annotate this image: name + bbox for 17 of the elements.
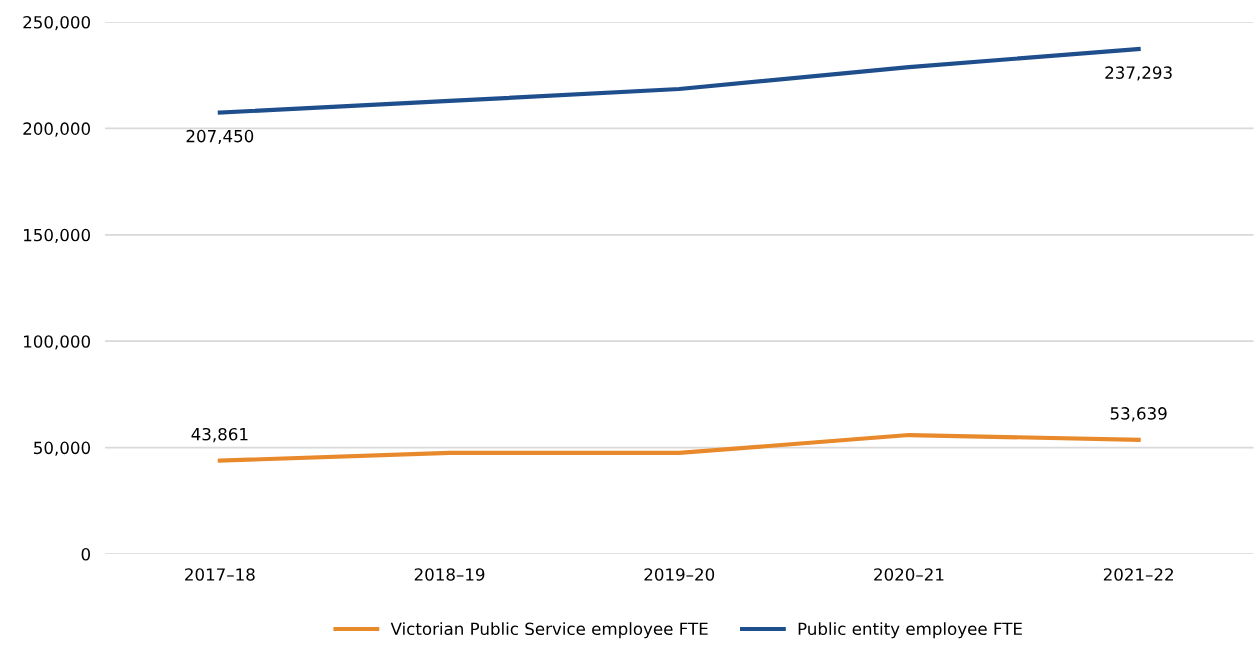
data-label: 207,450 bbox=[186, 129, 254, 145]
x-tick-label: 2018–19 bbox=[414, 568, 485, 581]
x-tick-label: 2017–18 bbox=[185, 568, 255, 581]
y-tick-label: 250,000 bbox=[23, 15, 90, 31]
y-tick-label: 200,000 bbox=[23, 122, 90, 137]
x-tick-label: 2019–20 bbox=[644, 568, 715, 581]
y-tick-label: 100,000 bbox=[24, 335, 90, 350]
y-tick-label: 0 bbox=[81, 547, 90, 561]
legend-label: Victorian Public Service employee FTE bbox=[390, 622, 708, 639]
data-label: 237,293 bbox=[1105, 66, 1172, 81]
data-label: 43,861 bbox=[191, 427, 248, 443]
legend-label: Public entity employee FTE bbox=[798, 622, 1022, 639]
data-label: 53,639 bbox=[1110, 407, 1167, 422]
x-tick-label: 2021–22 bbox=[1103, 568, 1173, 581]
x-tick-label: 2020–21 bbox=[874, 568, 944, 581]
y-tick-label: 50,000 bbox=[34, 441, 90, 456]
y-tick-label: 150,000 bbox=[24, 228, 90, 244]
